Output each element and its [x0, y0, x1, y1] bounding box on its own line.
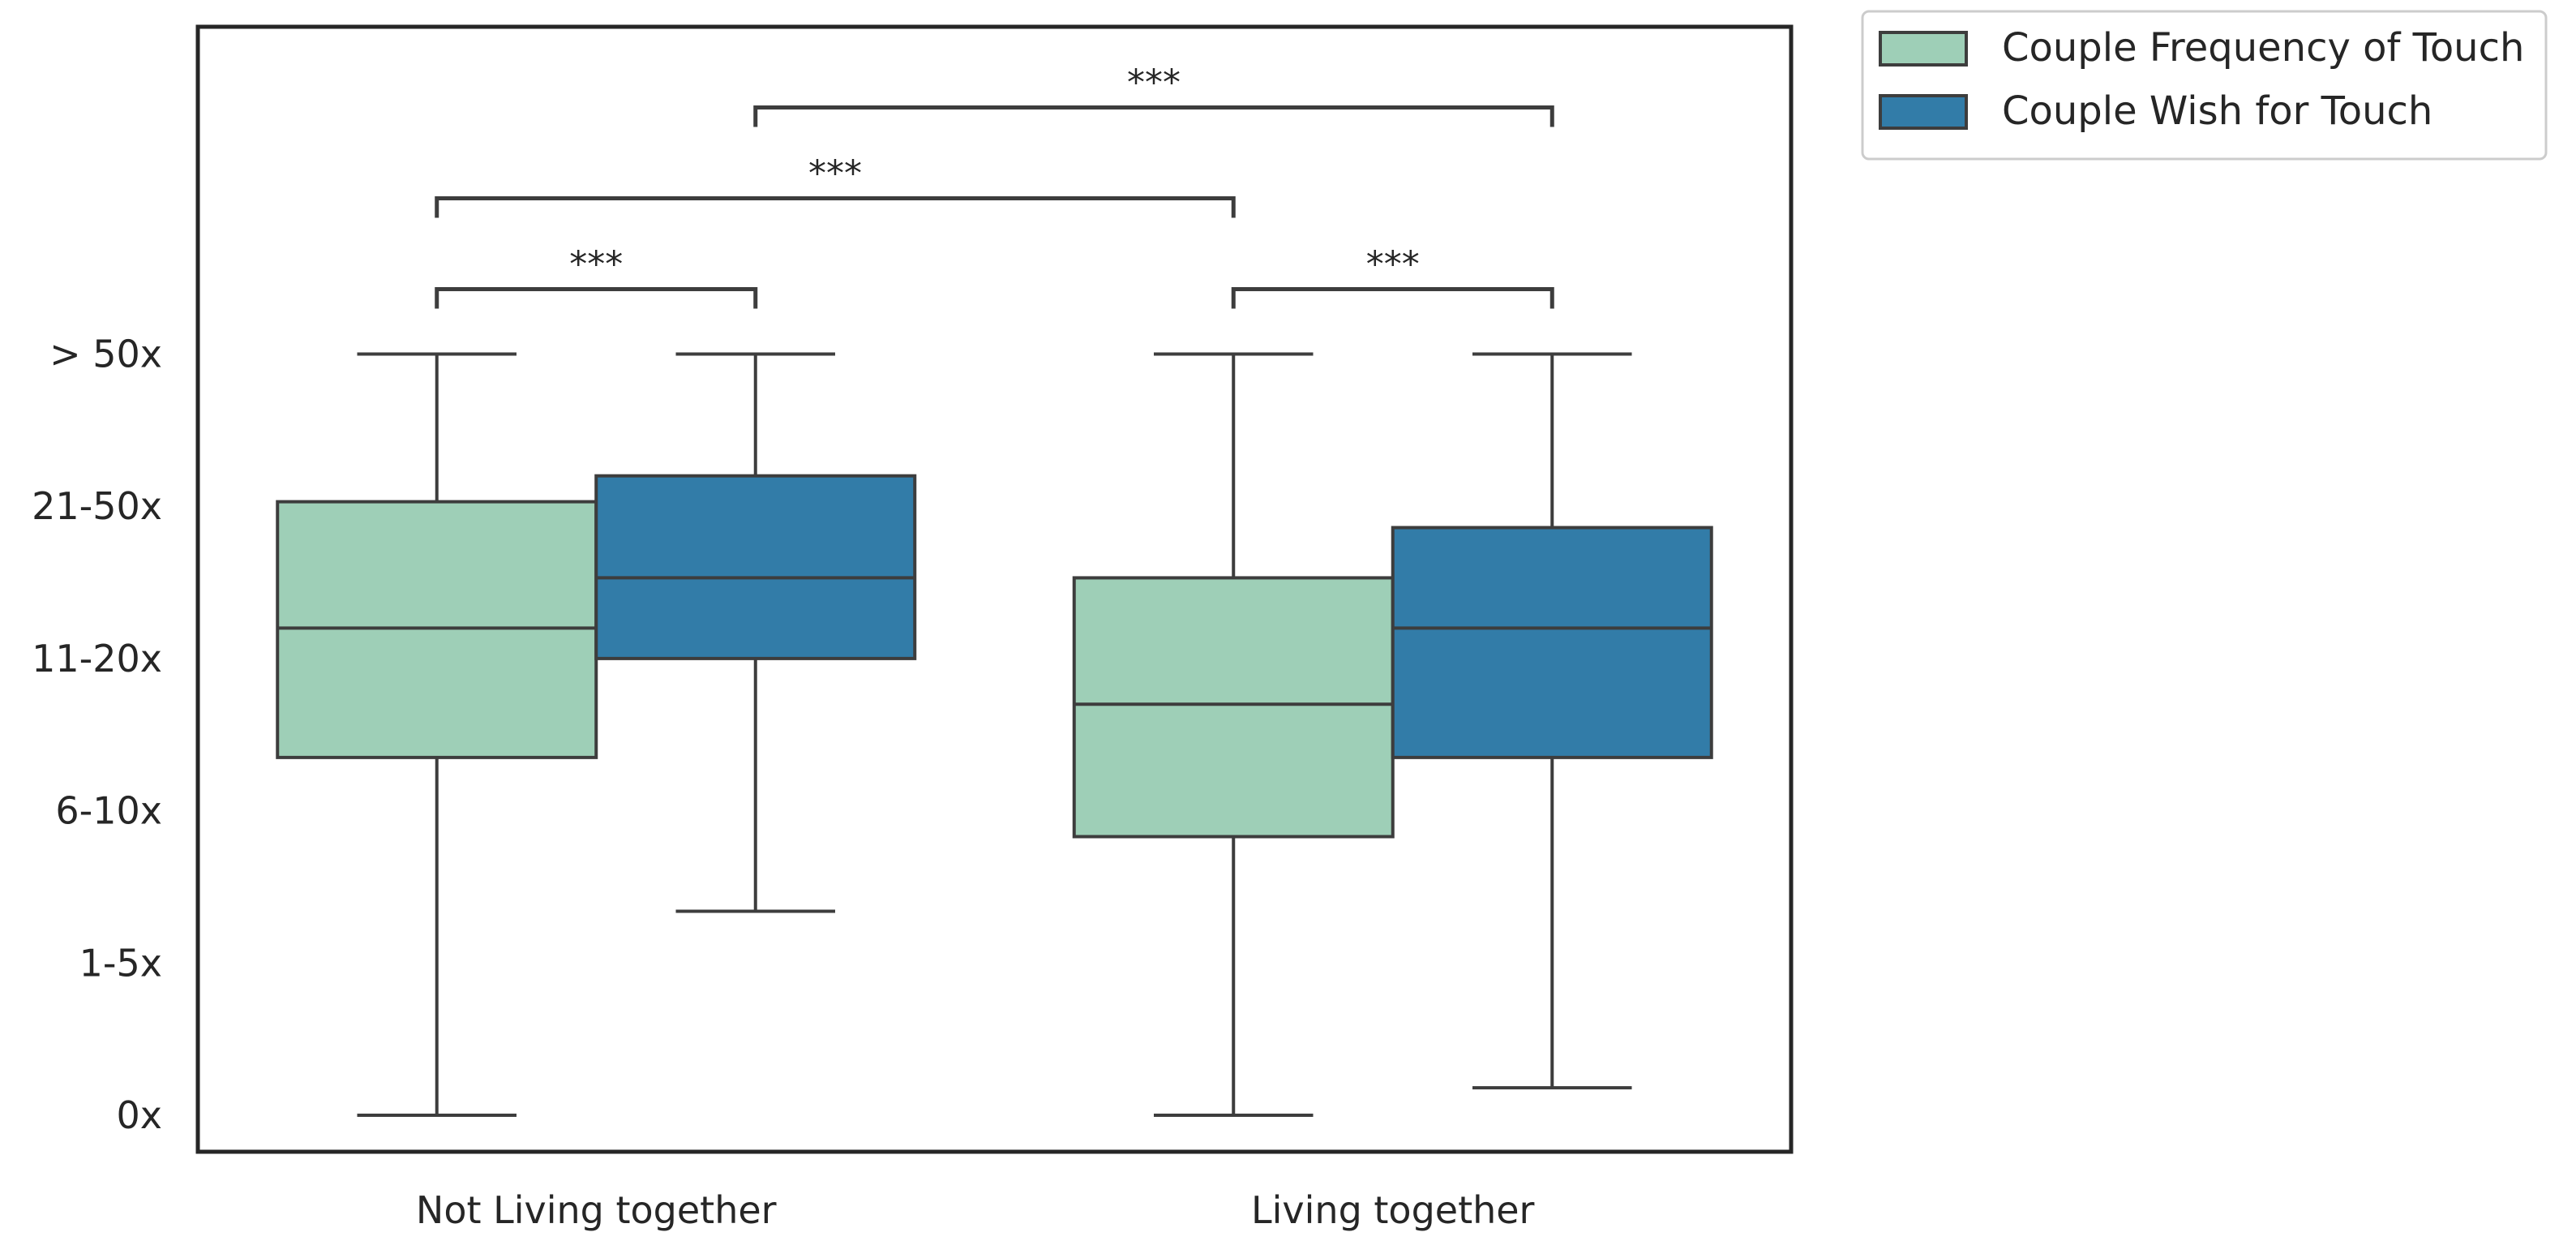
x-tick-label: Not Living together	[416, 1188, 777, 1232]
axes-layer: 0x 1-5x 6-10x 11-20x 21-50x > 50x Not Living t…	[32, 24, 1794, 1232]
plot-frame	[195, 24, 1794, 1154]
box-iqr	[594, 474, 917, 660]
y-tick-label: 6-10x	[55, 789, 162, 833]
y-tick-label: 11-20x	[32, 637, 162, 681]
legend-swatch	[1879, 31, 1968, 67]
legend-frame	[1861, 10, 2548, 161]
legend-swatch	[1879, 94, 1968, 130]
y-tick-label: 21-50x	[32, 484, 162, 528]
significance-label: ***	[1127, 62, 1181, 104]
significance-label: ***	[1366, 244, 1420, 286]
significance-bracket	[435, 196, 1236, 218]
box-iqr	[1391, 526, 1713, 759]
significance-bracket	[753, 105, 1554, 127]
y-tick-label: 1-5x	[79, 941, 162, 985]
x-tick-label: Living together	[1251, 1188, 1535, 1232]
box-iqr	[1072, 576, 1395, 839]
y-tick-label: 0x	[117, 1093, 163, 1137]
y-tick-label: > 50x	[49, 333, 162, 376]
significance-bracket	[1231, 287, 1554, 309]
boxes-layer	[276, 352, 1713, 1117]
significance-label: ***	[569, 244, 623, 286]
legend-label: Couple Frequency of Touch	[2002, 25, 2524, 71]
legend-label: Couple Wish for Touch	[2002, 88, 2432, 134]
significance-bracket	[435, 287, 758, 309]
significance-label: ***	[808, 153, 862, 195]
significance-layer: *** *** *** ***	[435, 62, 1554, 309]
legend: Couple Frequency of Touch Couple Wish for…	[1861, 10, 2548, 161]
